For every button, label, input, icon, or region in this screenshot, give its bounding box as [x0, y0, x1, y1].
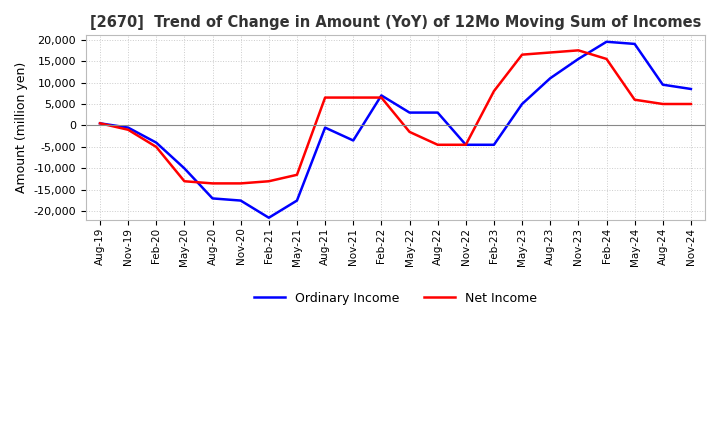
Ordinary Income	[574, 56, 582, 62]
Ordinary Income	[236, 198, 245, 203]
Net Income	[152, 144, 161, 150]
Net Income	[96, 121, 104, 126]
Ordinary Income	[292, 198, 301, 203]
Net Income	[518, 52, 526, 57]
Ordinary Income	[687, 86, 696, 92]
Net Income	[630, 97, 639, 103]
Net Income	[659, 101, 667, 106]
Ordinary Income	[349, 138, 358, 143]
Net Income	[349, 95, 358, 100]
Net Income	[264, 179, 273, 184]
Net Income	[574, 48, 582, 53]
Ordinary Income	[602, 39, 611, 44]
Ordinary Income	[433, 110, 442, 115]
Ordinary Income	[630, 41, 639, 47]
Ordinary Income	[659, 82, 667, 87]
Ordinary Income	[490, 142, 498, 147]
Net Income	[405, 129, 414, 135]
Net Income	[602, 56, 611, 62]
Ordinary Income	[180, 166, 189, 171]
Ordinary Income	[377, 93, 386, 98]
Ordinary Income	[124, 125, 132, 130]
Net Income	[180, 179, 189, 184]
Title: [2670]  Trend of Change in Amount (YoY) of 12Mo Moving Sum of Incomes: [2670] Trend of Change in Amount (YoY) o…	[90, 15, 701, 30]
Ordinary Income	[208, 196, 217, 201]
Ordinary Income	[546, 76, 554, 81]
Ordinary Income	[321, 125, 330, 130]
Ordinary Income	[264, 215, 273, 220]
Net Income	[546, 50, 554, 55]
Net Income	[321, 95, 330, 100]
Line: Ordinary Income: Ordinary Income	[100, 42, 691, 218]
Ordinary Income	[462, 142, 470, 147]
Ordinary Income	[405, 110, 414, 115]
Y-axis label: Amount (million yen): Amount (million yen)	[15, 62, 28, 193]
Line: Net Income: Net Income	[100, 50, 691, 183]
Net Income	[124, 127, 132, 132]
Net Income	[377, 95, 386, 100]
Ordinary Income	[152, 140, 161, 145]
Net Income	[687, 101, 696, 106]
Net Income	[292, 172, 301, 177]
Net Income	[433, 142, 442, 147]
Legend: Ordinary Income, Net Income: Ordinary Income, Net Income	[248, 286, 542, 310]
Ordinary Income	[518, 101, 526, 106]
Net Income	[208, 181, 217, 186]
Net Income	[490, 88, 498, 94]
Net Income	[462, 142, 470, 147]
Net Income	[236, 181, 245, 186]
Ordinary Income	[96, 121, 104, 126]
